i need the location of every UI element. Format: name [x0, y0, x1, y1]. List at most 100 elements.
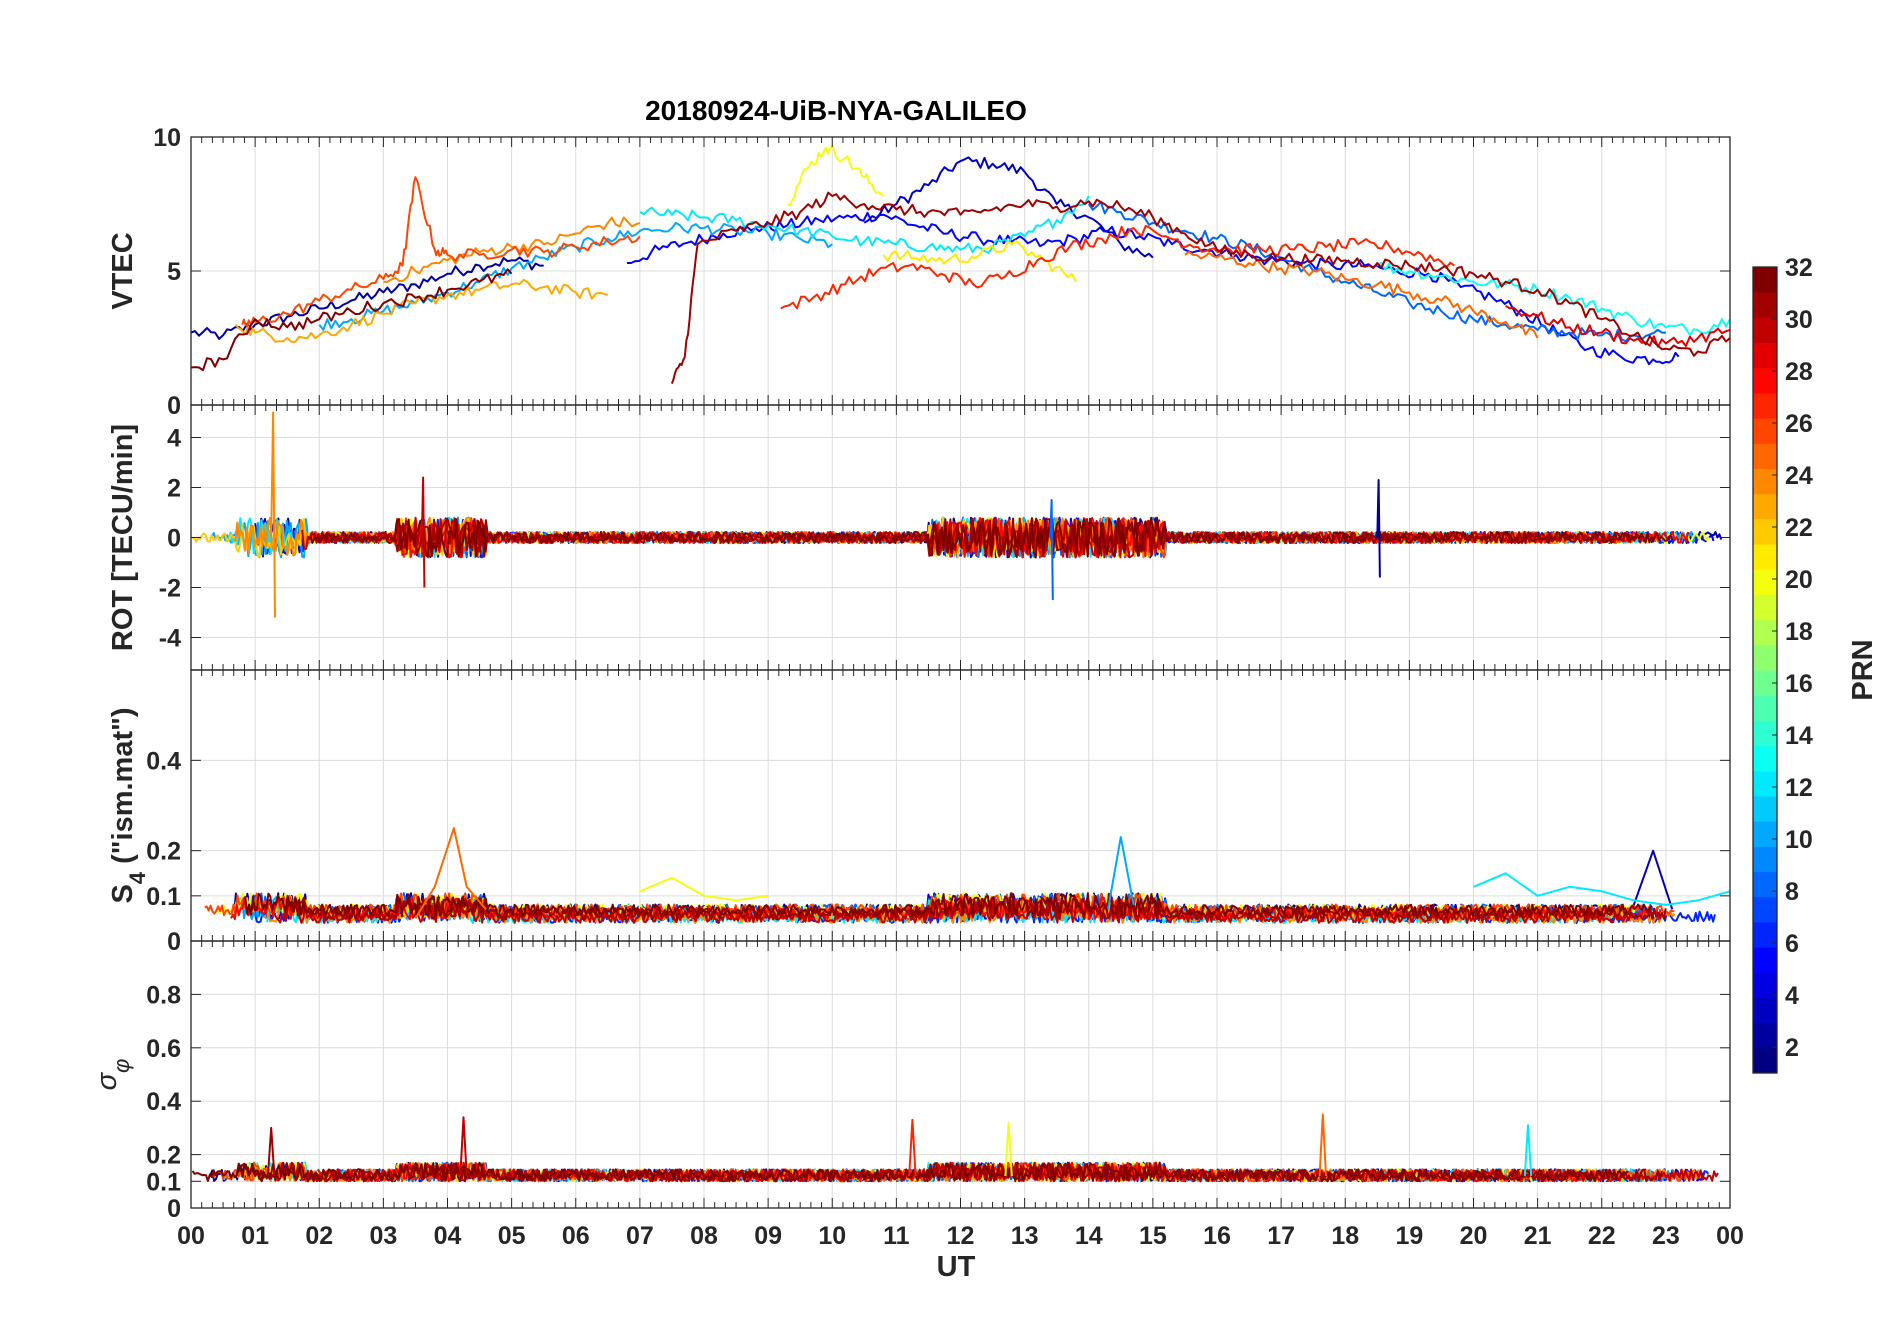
prn-8-line — [1049, 499, 1054, 601]
colorbar-tick-label: 14 — [1785, 722, 1813, 750]
y-tick-label: 0.8 — [146, 981, 181, 1009]
y-tick-label: 0 — [167, 928, 181, 956]
y-tick-label: 0.2 — [146, 1142, 181, 1170]
prn-31-trace — [239, 1161, 1663, 1183]
prn-32-trace — [244, 892, 1653, 917]
x-tick-label: 00 — [177, 1222, 205, 1250]
x-tick-label: 22 — [1588, 1222, 1616, 1250]
x-tick-label: 20 — [1460, 1222, 1488, 1250]
colorbar-band — [1753, 317, 1777, 344]
x-tick-label: 23 — [1652, 1222, 1680, 1250]
colorbar-tick-label: 12 — [1785, 774, 1813, 802]
prn-25-line — [414, 827, 487, 919]
colorbar-tick-label: 10 — [1785, 826, 1813, 854]
x-tick-label: 06 — [562, 1222, 590, 1250]
colorbar-tick-label: 4 — [1785, 982, 1799, 1010]
prn-30-line — [420, 476, 426, 588]
x-tick-label: 18 — [1331, 1222, 1359, 1250]
prn-12-line — [1523, 1124, 1533, 1177]
colorbar-tick-label: 22 — [1785, 514, 1813, 542]
x-tick-label: 07 — [626, 1222, 654, 1250]
prn-32-trace — [309, 516, 1674, 559]
x-tick-label: 17 — [1267, 1222, 1295, 1250]
prn-8-line — [1087, 201, 1666, 343]
colorbar-band — [1753, 795, 1777, 822]
colorbar-frame — [1752, 266, 1778, 1074]
colorbar-band — [1753, 392, 1777, 419]
x-axis-label: UT — [937, 1251, 976, 1283]
colorbar-tick-label: 32 — [1785, 254, 1813, 282]
prn-31-line — [670, 191, 1730, 384]
x-tick-label: 11 — [883, 1222, 910, 1250]
colorbar-band — [1753, 544, 1777, 570]
x-tick-label: 14 — [1075, 1222, 1103, 1250]
x-tick-label: 00 — [1716, 1222, 1744, 1250]
colorbar-tick-label: 20 — [1785, 566, 1813, 594]
x-tick-label: 16 — [1203, 1222, 1231, 1250]
x-tick-label: 04 — [434, 1222, 462, 1250]
prn-20-line — [786, 145, 885, 207]
y-tick-label: 0.6 — [146, 1035, 181, 1063]
prn-10-line — [1107, 836, 1135, 910]
colorbar-band — [1753, 770, 1777, 797]
y-axis-label: σφ — [91, 1059, 134, 1091]
colorbar-band — [1753, 1047, 1777, 1074]
colorbar-band — [1753, 418, 1777, 444]
prn-5-line — [627, 211, 1680, 366]
colorbar-band — [1753, 367, 1777, 394]
colorbar-tick-label: 8 — [1785, 878, 1799, 906]
y-tick-label: 0.1 — [146, 1168, 181, 1196]
colorbar-band — [1753, 821, 1777, 847]
x-tick-label: 13 — [1011, 1222, 1039, 1250]
colorbar-band — [1753, 695, 1777, 721]
colorbar-band — [1753, 644, 1777, 671]
colorbar-label: PRN — [1847, 639, 1879, 700]
colorbar-tick-label: 6 — [1785, 930, 1799, 958]
colorbar-band — [1753, 921, 1777, 948]
colorbar-band — [1753, 443, 1777, 469]
x-tick-label: 09 — [754, 1222, 782, 1250]
colorbar-tick-label: 28 — [1785, 358, 1813, 386]
colorbar-band — [1753, 871, 1777, 898]
x-tick-label: 05 — [498, 1222, 526, 1250]
prn-13-line — [1376, 261, 1730, 336]
prn-30-trace — [301, 516, 1633, 559]
panel-rot: -4 -2 0 2 4 ROT [TECU/min] — [107, 404, 1731, 671]
prn-30-line — [459, 1116, 468, 1177]
y-tick-label: 0.2 — [146, 838, 181, 866]
prn-20-trace — [243, 1161, 1619, 1183]
prn-12-line — [639, 195, 1090, 254]
y-tick-label: -2 — [159, 575, 181, 603]
x-tick-label: 15 — [1139, 1222, 1167, 1250]
y-tick-label: -4 — [159, 625, 181, 653]
prn-20-line — [639, 876, 769, 902]
series-group — [191, 411, 1723, 618]
prn-24-line — [383, 216, 641, 283]
x-tick-label: 01 — [241, 1222, 269, 1250]
prn-31-line — [266, 1126, 276, 1177]
colorbar-tick-label: 26 — [1785, 410, 1813, 438]
prn-27-line — [780, 224, 1455, 310]
y-tick-label: 0.1 — [146, 883, 181, 911]
colorbar-tick-label: 24 — [1785, 462, 1813, 490]
colorbar-tick-label: 18 — [1785, 618, 1813, 646]
y-tick-label: 0.4 — [146, 747, 181, 775]
y-tick-label: 5 — [167, 258, 181, 286]
prn-2-line — [191, 256, 544, 340]
panel-vtec: 0 5 10 VTEC — [107, 124, 1731, 420]
y-tick-label: 4 — [167, 425, 181, 453]
colorbar-band — [1753, 896, 1777, 923]
y-axis-label: S4 ("ism.mat") — [107, 707, 150, 903]
x-tick-label: 08 — [690, 1222, 718, 1250]
x-tick-label: 10 — [818, 1222, 846, 1250]
colorbar-band — [1753, 267, 1777, 293]
y-tick-label: 0 — [167, 1195, 181, 1223]
colorbar-band — [1753, 292, 1777, 318]
colorbar-band — [1753, 569, 1777, 595]
prn-32-line — [191, 268, 513, 372]
figure-title: 20180924-UiB-NYA-GALILEO — [645, 95, 1027, 126]
prn-26-line — [241, 176, 641, 328]
